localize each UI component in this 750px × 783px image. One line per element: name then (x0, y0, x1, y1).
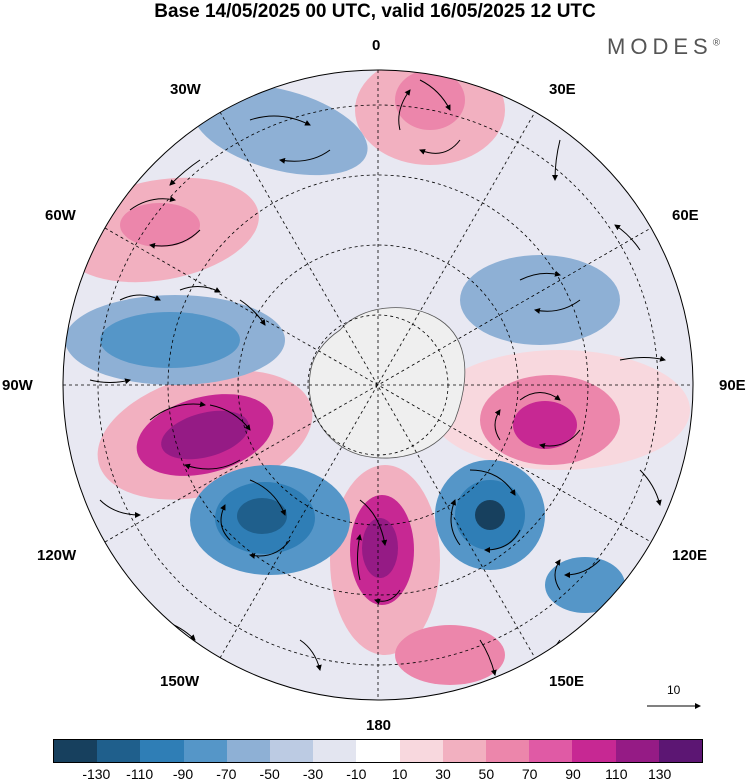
colorbar-swatch (97, 740, 141, 762)
colorbar-tick-label: 70 (521, 766, 538, 782)
colorbar-swatch (658, 740, 703, 762)
positive-anomaly-centers (63, 70, 690, 685)
colorbar (53, 739, 703, 763)
colorbar-tick-label: -50 (259, 766, 280, 782)
lon-label-60e: 60E (672, 207, 699, 224)
colorbar-tick-label: 90 (565, 766, 581, 782)
colorbar-tick-label: -90 (172, 766, 194, 782)
colorbar-swatch (183, 740, 227, 762)
colorbar-swatch (442, 740, 487, 762)
map-boundary (62, 69, 694, 701)
modes-logo: MODES® (607, 34, 720, 60)
colorbar-swatch (486, 740, 530, 762)
colorbar-tick-label: 10 (391, 766, 408, 782)
colorbar-tick-label: -130 (82, 766, 111, 782)
lon-label-90e: 90E (719, 377, 746, 394)
lon-label-0: 0 (372, 37, 381, 54)
colorbar-tick-label: 50 (478, 766, 495, 782)
map-title: Base 14/05/2025 00 UTC, valid 16/05/2025… (154, 1, 596, 22)
colorbar-tick-label: 130 (647, 766, 672, 782)
lon-label-120w: 120W (37, 547, 77, 564)
colorbar-swatch (529, 740, 573, 762)
colorbar-swatch (615, 740, 659, 762)
colorbar-swatch (226, 740, 271, 762)
polar-stereographic-map (62, 69, 701, 709)
colorbar-swatch (140, 740, 184, 762)
lon-label-30e: 30E (549, 81, 576, 98)
colorbar-tick-label: 30 (435, 766, 451, 782)
colorbar-swatch (313, 740, 357, 762)
colorbar-tick-label: -70 (216, 766, 237, 782)
colorbar-swatch (399, 740, 443, 762)
lon-label-90w: 90W (2, 377, 33, 394)
colorbar-tick-label: 110 (605, 766, 628, 782)
graticule (63, 70, 693, 700)
colorbar-tick-label: -10 (346, 766, 367, 782)
lon-label-180: 180 (366, 717, 392, 734)
colorbar-swatch (356, 740, 400, 762)
anomaly-field (63, 70, 693, 700)
lon-label-120e: 120E (672, 547, 708, 564)
colorbar-tick-label: -110 (126, 766, 154, 782)
lon-label-30w: 30W (170, 81, 201, 98)
lon-label-150w: 150W (160, 673, 200, 690)
registered-mark: ® (712, 37, 721, 49)
wind-vectors (89, 79, 666, 676)
brand-text: MODES (607, 34, 713, 59)
colorbar-swatch (572, 740, 616, 762)
reference-vector-label: 10 (667, 683, 681, 697)
colorbar-swatch (270, 740, 314, 762)
antarctica-landmass (308, 307, 466, 459)
colorbar-swatch (54, 740, 98, 762)
lon-label-60w: 60W (45, 207, 76, 224)
negative-anomaly-centers (65, 84, 625, 613)
colorbar-tick-label: -30 (302, 766, 324, 782)
lon-label-150e: 150E (549, 673, 585, 690)
